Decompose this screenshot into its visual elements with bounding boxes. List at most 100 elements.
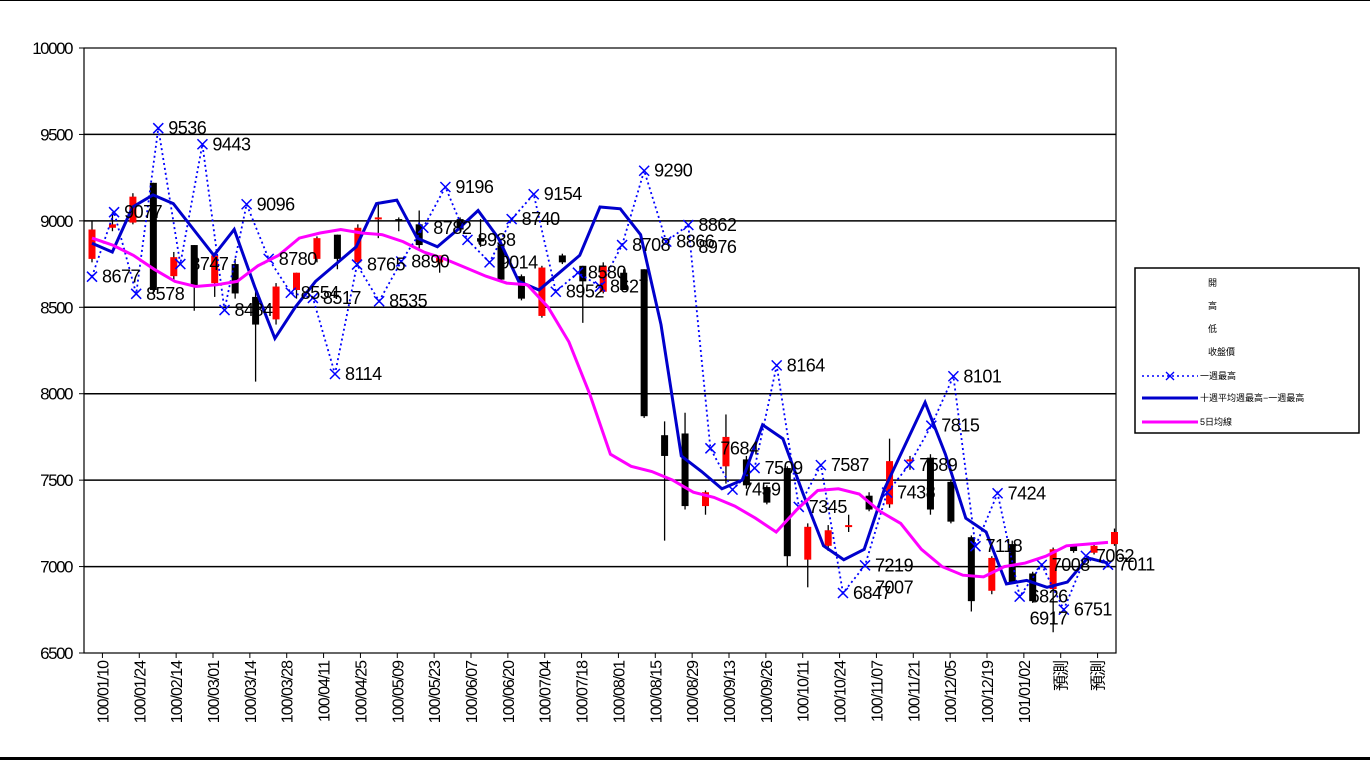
series-point-marker <box>218 304 231 316</box>
data-label: 8740 <box>522 209 561 229</box>
data-label: 9536 <box>168 118 207 138</box>
x-tick-label: 100/02/14 <box>169 660 186 723</box>
data-label: 8866 <box>676 232 715 252</box>
candle-body-down <box>497 245 505 280</box>
candle <box>824 525 832 552</box>
series-point-marker <box>638 165 650 177</box>
x-tick-label: 100/08/01 <box>611 660 628 723</box>
series-point-marker <box>329 368 341 380</box>
series-point-marker <box>594 281 606 293</box>
marker-stroke <box>881 487 893 499</box>
data-label: 7062 <box>1096 546 1135 566</box>
plot-border <box>83 47 1117 654</box>
candle-body-down <box>231 264 239 294</box>
data-label: 8114 <box>345 364 382 384</box>
legend-marker <box>1165 371 1175 381</box>
marker-stroke <box>461 234 474 246</box>
candle <box>293 272 300 299</box>
candle <box>272 283 280 325</box>
candle <box>88 220 96 263</box>
candle-body-up <box>374 217 382 220</box>
marker-stroke <box>726 484 739 496</box>
candle-body-down <box>415 224 423 246</box>
series-point-marker <box>947 370 959 382</box>
series-line-1 <box>91 193 1109 589</box>
y-tick-label: 9000 <box>40 212 73 231</box>
candle <box>497 241 505 282</box>
series-point-marker <box>506 213 518 225</box>
candle-body-up <box>1090 545 1098 553</box>
candle <box>231 258 239 299</box>
marker-stroke <box>241 198 253 210</box>
x-tick-label: 100/12/05 <box>943 660 960 723</box>
x-tick-label: 100/03/01 <box>206 660 223 723</box>
marker-stroke <box>351 259 363 271</box>
candle <box>640 269 648 418</box>
candle-body-down <box>252 296 260 325</box>
x-tick-label: 100/12/19 <box>980 660 997 723</box>
data-label: 8484 <box>235 300 274 320</box>
x-tick-label: 101/01/02 <box>1017 660 1034 723</box>
x-tick-label: 預測 <box>1090 661 1108 691</box>
candle <box>211 253 219 297</box>
candle-body-up <box>824 530 832 546</box>
x-tick-label: 預測 <box>1053 661 1071 691</box>
candle <box>783 466 791 567</box>
candle-body-up <box>722 436 730 467</box>
data-label: 8890 <box>411 251 450 271</box>
candle-body-up <box>108 224 116 228</box>
marker-stroke <box>947 370 959 382</box>
x-tick-label: 100/08/15 <box>648 660 665 723</box>
data-label: 9154 <box>544 184 583 204</box>
candle-body-down <box>456 219 464 230</box>
x-tick-label: 100/09/26 <box>759 660 776 723</box>
marker-stroke <box>373 295 385 307</box>
candle-body-down <box>926 457 934 510</box>
candle-body-down <box>783 468 791 557</box>
candle <box>415 210 423 249</box>
marker-stroke <box>771 359 783 371</box>
series-point-marker <box>771 359 783 371</box>
candle <box>681 412 689 510</box>
candle <box>947 480 955 524</box>
data-label: 6917 <box>1030 609 1069 629</box>
marker-stroke <box>307 292 319 304</box>
data-label: 8862 <box>698 215 737 235</box>
data-label: 8580 <box>588 263 627 283</box>
data-label: 8164 <box>787 355 826 375</box>
data-label: 6751 <box>1074 600 1113 620</box>
data-label: 7587 <box>831 455 870 475</box>
candle-body-up <box>170 257 178 277</box>
candle-body-down <box>1008 544 1016 583</box>
marker-stroke <box>329 368 341 380</box>
candle <box>108 212 116 232</box>
series-point-marker <box>837 587 849 599</box>
legend-label: 低 <box>1208 323 1217 334</box>
series-point-marker <box>174 258 186 270</box>
candle-body-down <box>640 269 648 417</box>
data-label: 9443 <box>212 134 251 154</box>
marker-stroke <box>1058 604 1070 616</box>
candle-body-up <box>436 255 444 263</box>
data-label: 9014 <box>500 252 539 272</box>
marker-stroke <box>439 181 451 193</box>
marker-stroke <box>992 487 1004 499</box>
series-point-marker <box>241 198 253 210</box>
series-point-marker <box>859 559 871 571</box>
data-label: 7438 <box>897 483 936 503</box>
candle <box>722 414 730 484</box>
data-label: 8747 <box>190 254 229 274</box>
candle <box>149 182 157 294</box>
marker-stroke <box>682 219 694 231</box>
series-point-marker <box>86 271 98 283</box>
data-label: 9096 <box>257 194 296 214</box>
data-label: 7589 <box>919 455 958 475</box>
marker-stroke <box>1102 559 1114 571</box>
x-tick-label: 100/11/07 <box>869 660 886 722</box>
candle <box>313 236 321 263</box>
marker-stroke <box>1036 559 1048 571</box>
legend-label: 開 <box>1208 278 1217 288</box>
series-point-marker <box>550 286 562 298</box>
marker-stroke <box>704 442 716 454</box>
x-tick-label: 100/09/13 <box>722 660 739 723</box>
